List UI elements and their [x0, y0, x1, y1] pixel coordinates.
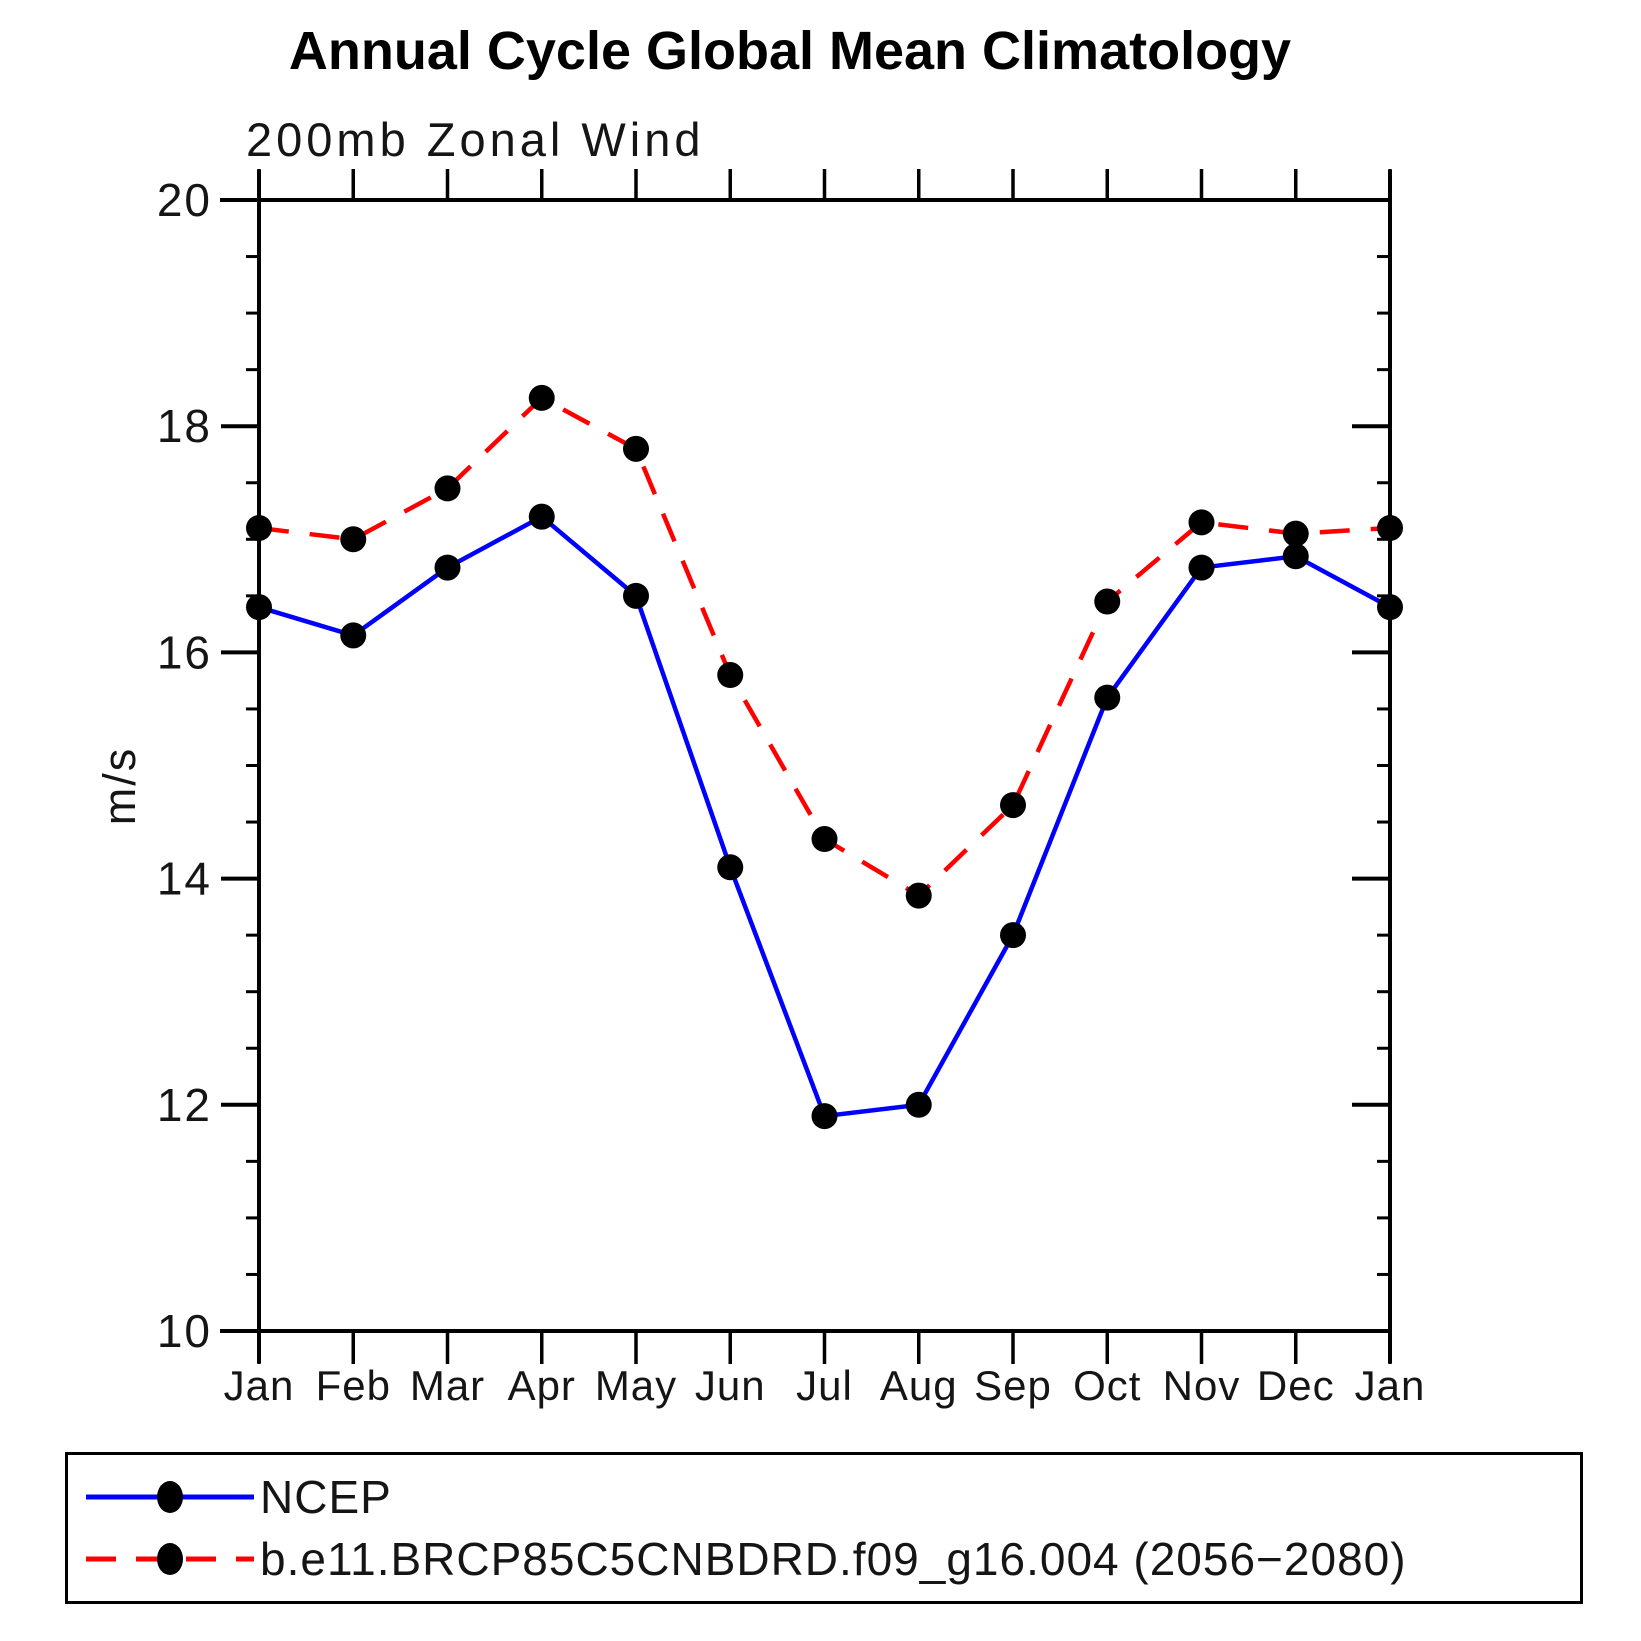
x-tick-label: Jul	[796, 1362, 853, 1409]
model-point	[1282, 520, 1309, 547]
x-tick-label: Aug	[880, 1362, 958, 1409]
y-tick-label: 10	[157, 1305, 212, 1357]
model-point	[811, 826, 838, 853]
ncep-point	[246, 594, 272, 621]
ncep-point	[528, 503, 555, 530]
model-point	[717, 662, 744, 689]
x-tick-label: May	[595, 1362, 677, 1409]
model-point	[1094, 588, 1121, 615]
model-line	[258, 395, 1391, 899]
model-point	[1000, 792, 1026, 819]
ncep-point	[1377, 594, 1403, 621]
model-point	[1377, 514, 1403, 541]
model-point	[1188, 509, 1215, 536]
legend-item-model: b.e11.BRCP85C5CNBDRD.f09_g16.004 (2056−2…	[80, 1531, 1407, 1587]
ncep-point	[1282, 543, 1309, 570]
x-tick-label: Feb	[316, 1362, 391, 1409]
ncep-line	[258, 513, 1392, 1119]
ncep-point	[1000, 922, 1026, 949]
ncep-point	[811, 1103, 838, 1130]
model-point	[434, 475, 461, 502]
x-tick-label: Sep	[974, 1362, 1052, 1409]
model-point	[905, 882, 932, 909]
y-tick-label: 16	[157, 626, 212, 678]
ncep-point	[1188, 554, 1215, 581]
legend-label-ncep: NCEP	[260, 1471, 392, 1523]
x-tick-label: Jan	[224, 1362, 295, 1409]
ncep-point	[623, 582, 649, 609]
legend-label-model: b.e11.BRCP85C5CNBDRD.f09_g16.004 (2056−2…	[260, 1533, 1407, 1585]
legend-box: NCEP b.e11.BRCP85C5CNBDRD.f09_g16.004 (2…	[65, 1452, 1583, 1604]
ncep-point	[1094, 684, 1121, 711]
x-tick-label: Jun	[695, 1362, 766, 1409]
ncep-point	[434, 554, 461, 581]
legend-item-ncep: NCEP	[80, 1469, 392, 1525]
ncep-point	[905, 1091, 932, 1118]
model-point	[623, 435, 649, 462]
y-tick-label: 20	[157, 174, 212, 226]
y-tick-label: 12	[157, 1079, 212, 1131]
page-title: Annual Cycle Global Mean Climatology	[288, 21, 1292, 81]
x-tick-label: Nov	[1163, 1362, 1241, 1409]
chart-subtitle: 200mb Zonal Wind	[246, 113, 705, 166]
ncep-point	[340, 622, 367, 649]
x-tick-label: Oct	[1073, 1362, 1141, 1409]
x-tick-label: Jan	[1355, 1362, 1426, 1409]
model-line-sample-icon	[86, 1543, 254, 1575]
y-tick-label: 14	[157, 853, 212, 905]
x-tick-label: Apr	[508, 1362, 576, 1409]
x-tick-label: Dec	[1257, 1362, 1335, 1409]
y-tick-label: 18	[157, 400, 212, 452]
ncep-line-sample-icon	[86, 1481, 254, 1513]
model-point	[528, 384, 555, 411]
ncep-point	[717, 854, 744, 881]
model-point	[340, 526, 367, 553]
model-point	[246, 514, 272, 541]
x-tick-label: Mar	[410, 1362, 485, 1409]
